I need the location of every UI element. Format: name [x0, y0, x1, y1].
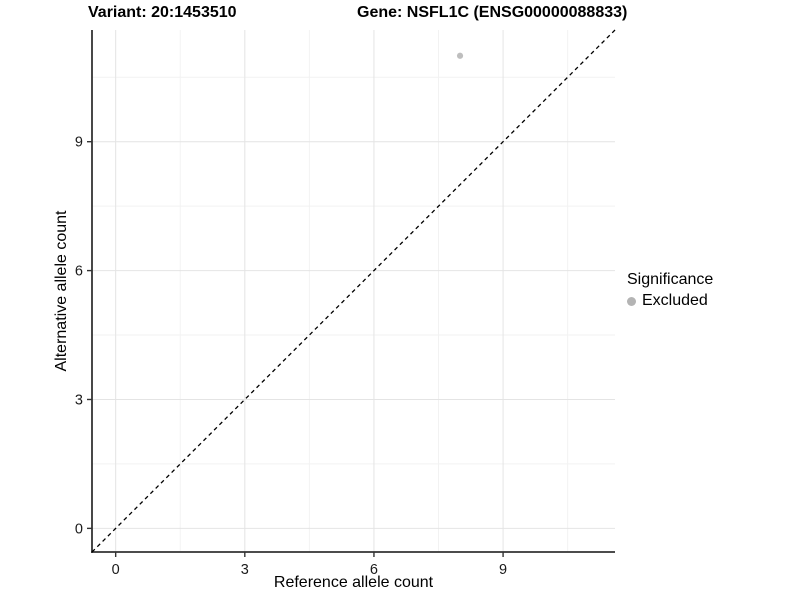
y-axis-title: Alternative allele count — [53, 210, 70, 372]
identity-dashed-line — [91, 29, 616, 553]
x-axis-title: Reference allele count — [273, 574, 434, 591]
x-tick-label: 3 — [241, 562, 249, 578]
legend-title: Significance — [627, 271, 714, 288]
legend-item-label: Excluded — [642, 292, 708, 309]
legend-item-excluded: Excluded — [627, 292, 713, 310]
x-tick-label: 6 — [370, 562, 378, 578]
y-tick-label: 0 — [75, 521, 83, 537]
plot-title-gene: Gene: NSFL1C (ENSG00000088833) — [357, 4, 628, 21]
y-tick-label: 3 — [75, 392, 83, 408]
x-tick-label: 9 — [499, 562, 507, 578]
legend-point-icon — [627, 296, 636, 306]
plot-title-variant: Variant: 20:1453510 — [88, 4, 237, 21]
legend: Significance Excluded — [627, 271, 713, 310]
x-tick-label: 0 — [112, 562, 120, 578]
data-point — [456, 52, 464, 59]
y-tick-label: 6 — [75, 264, 83, 280]
y-tick-label: 9 — [75, 135, 83, 151]
